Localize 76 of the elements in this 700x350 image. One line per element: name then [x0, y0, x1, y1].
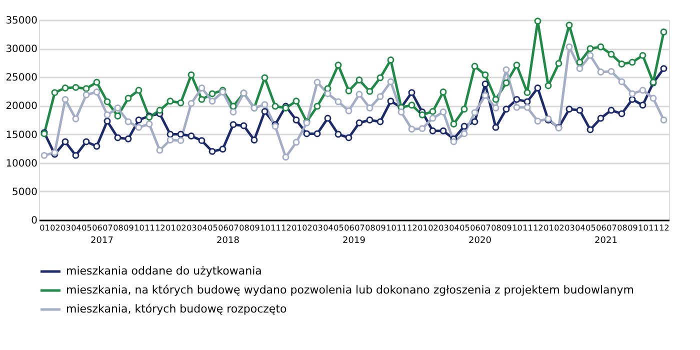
legend-label: mieszkania, na których budowę wydano pozwolenia lub dokonano zgłoszenia z projektem budowlanym: [66, 284, 634, 296]
x-tick-label: 04: [449, 224, 460, 232]
x-tick-label: 04: [575, 224, 586, 232]
x-tick-label: 05: [586, 224, 596, 232]
x-tick-label: 01: [544, 224, 554, 232]
x-tick-label: 04: [71, 224, 82, 232]
text: 2017: [90, 236, 114, 246]
x-tick-label: 07: [480, 224, 491, 232]
x-tick-label: 06: [92, 224, 102, 232]
x-tick-label: 07: [102, 224, 113, 232]
y-tick-label: 25000: [6, 72, 38, 84]
x-tick-label: 10: [638, 224, 648, 232]
x-tick-label: 12: [659, 224, 670, 232]
x-tick-label: 08: [113, 224, 124, 232]
x-tick-label: 11: [144, 224, 155, 232]
x-tick-label: 06: [596, 224, 606, 232]
x-tick-label: 12: [281, 224, 292, 232]
x-tick-label: 11: [270, 224, 281, 232]
y-tick-label: 20000: [6, 101, 38, 112]
x-tick-label: 01: [40, 224, 50, 232]
x-tick-label: 04: [197, 224, 208, 232]
x-tick-label: 11: [522, 224, 533, 232]
x-tick-label: 11: [648, 224, 659, 232]
y-tick-label: 30000: [6, 44, 38, 56]
x-tick-label: 04: [323, 224, 334, 232]
x-tick-label: 02: [428, 224, 438, 232]
x-tick-label: 05: [82, 224, 92, 232]
x-tick-label: 03: [60, 224, 71, 232]
x-tick-label: 02: [302, 224, 312, 232]
x-tick-label: 02: [50, 224, 60, 232]
x-tick-label: 09: [502, 224, 512, 232]
text: 2021: [594, 236, 618, 246]
legend-label: mieszkania, których budowę rozpoczęto: [66, 302, 288, 316]
x-tick-label: 09: [376, 224, 386, 232]
x-tick-label: 01: [418, 224, 428, 232]
x-tick-label: 12: [533, 224, 544, 232]
x-tick-label: 10: [260, 224, 270, 232]
x-tick-label: 08: [617, 224, 628, 232]
x-tick-label: 08: [365, 224, 376, 232]
text: 2020: [468, 236, 492, 246]
x-tick-label: 06: [344, 224, 354, 232]
x-tick-label: 03: [564, 224, 575, 232]
x-tick-label: 05: [460, 224, 470, 232]
y-tick-label: 10000: [6, 158, 38, 170]
text: 2019: [342, 236, 366, 246]
y-tick-label: 0: [31, 216, 38, 226]
x-tick-label: 06: [218, 224, 228, 232]
y-tick-label: 15000: [6, 130, 38, 141]
x-tick-label: 09: [250, 224, 260, 232]
x-tick-label: 03: [186, 224, 197, 232]
x-tick-label: 12: [407, 224, 418, 232]
x-tick-label: 05: [334, 224, 344, 232]
x-tick-label: 03: [438, 224, 449, 232]
x-tick-label: 06: [470, 224, 480, 232]
x-tick-label: 11: [396, 224, 407, 232]
y-tick-label: 35000: [6, 16, 38, 26]
x-tick-label: 09: [628, 224, 638, 232]
x-tick-label: 07: [606, 224, 617, 232]
x-tick-label: 07: [354, 224, 365, 232]
x-tick-label: 10: [134, 224, 144, 232]
x-tick-label: 09: [124, 224, 134, 232]
x-tick-label: 02: [176, 224, 186, 232]
x-tick-label: 10: [386, 224, 396, 232]
x-tick-label: 07: [228, 224, 239, 232]
x-tick-label: 01: [166, 224, 176, 232]
x-tick-label: 08: [491, 224, 502, 232]
x-tick-label: 01: [292, 224, 302, 232]
x-tick-label: 02: [554, 224, 564, 232]
x-tick-label: 05: [208, 224, 218, 232]
text: 2018: [216, 236, 240, 246]
x-tick-label: 10: [512, 224, 522, 232]
x-tick-label: 03: [312, 224, 323, 232]
x-tick-label: 12: [155, 224, 166, 232]
x-tick-label: 08: [239, 224, 250, 232]
legend-label: mieszkania oddane do użytkowania: [66, 264, 262, 278]
y-tick-label: 5000: [12, 186, 38, 198]
